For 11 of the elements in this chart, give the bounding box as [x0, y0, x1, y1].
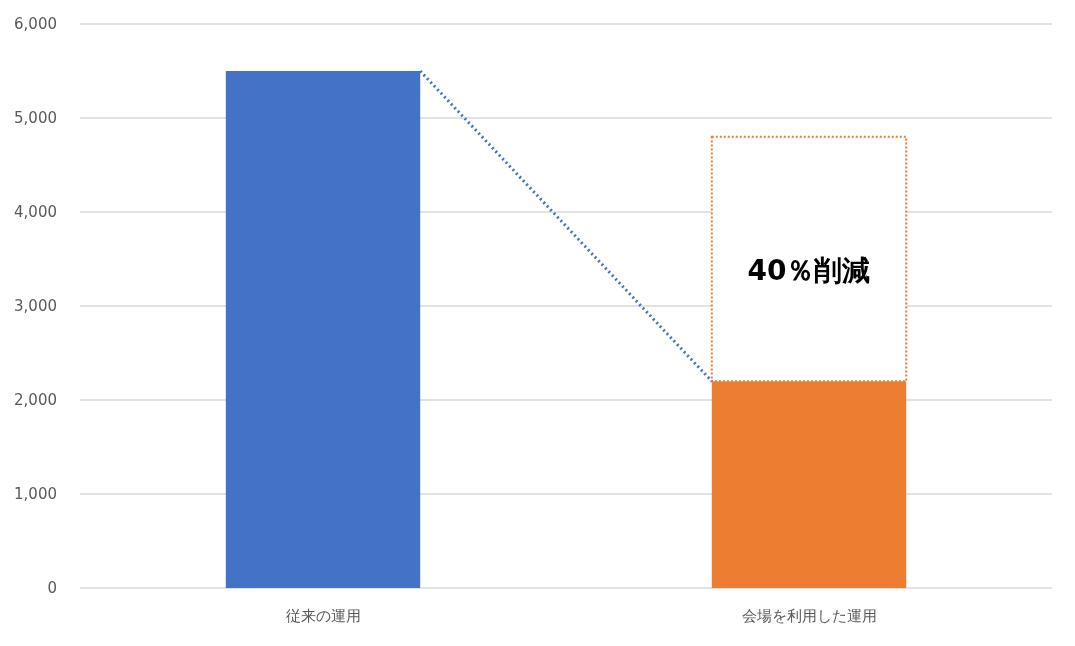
y-tick-label: 3,000 — [14, 297, 57, 316]
y-tick-label: 5,000 — [14, 109, 57, 128]
y-tick-label: 2,000 — [14, 391, 57, 410]
y-tick-label: 0 — [47, 579, 57, 598]
y-tick-label: 1,000 — [14, 485, 57, 504]
y-tick-label: 6,000 — [14, 15, 57, 34]
x-tick-label: 会場を利用した運用 — [741, 607, 877, 625]
y-tick-label: 4,000 — [14, 203, 57, 222]
annotation: 40％削減 — [747, 253, 871, 287]
bar — [225, 71, 421, 588]
x-tick-label: 従来の運用 — [285, 607, 361, 625]
